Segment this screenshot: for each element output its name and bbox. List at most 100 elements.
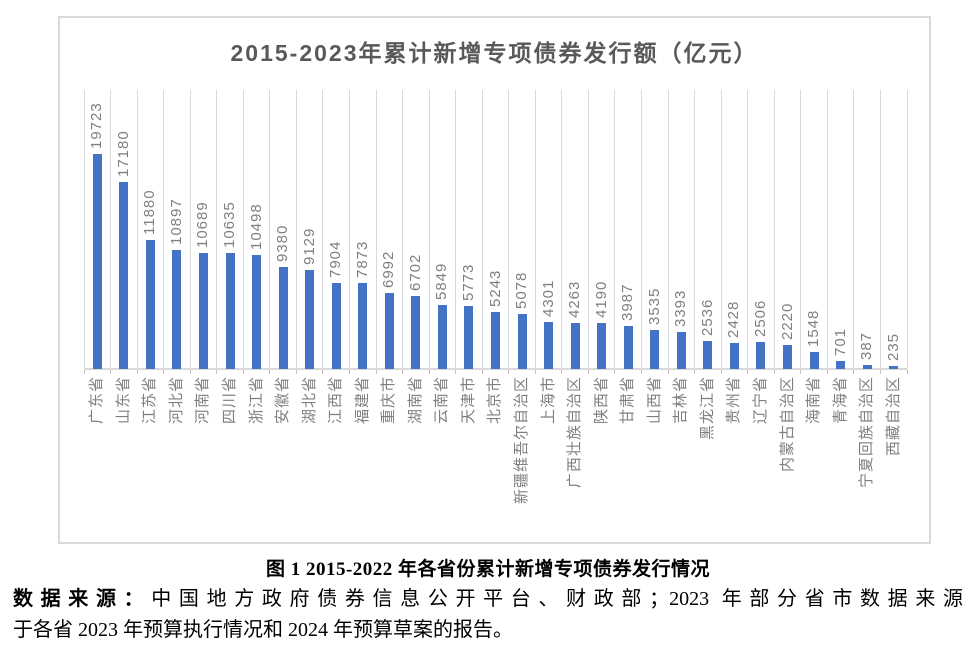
bar [491, 312, 500, 369]
category-label: 山东省 [114, 376, 132, 425]
gridline [720, 90, 722, 369]
tick-mark [561, 370, 563, 374]
gridline [694, 90, 696, 369]
data-source-paragraph: 数据来源：中国地方政府债券信息公开平台、财政部；2023 年部分省市数据来源 于… [13, 584, 963, 646]
chart-frame: 2015-2023年累计新增专项债券发行额（亿元） 19723 广东省 17180 山… [58, 16, 931, 544]
bar-value-label: 6702 [406, 253, 424, 291]
category-label: 四川省 [221, 376, 239, 425]
gridline [534, 90, 536, 369]
category-label: 广东省 [88, 376, 106, 425]
bar-value-label: 5078 [513, 271, 531, 309]
bar-value-label: 3987 [619, 283, 637, 321]
bar [729, 343, 739, 369]
gridline [826, 90, 828, 369]
tick-mark [614, 370, 616, 374]
data-source-text1: 中国地方政府债券信息公开平台、财政部；2023 年部分省市数据来源 [151, 588, 963, 610]
category-label: 甘肃省 [619, 376, 637, 425]
bar [119, 182, 129, 369]
data-source-line1: 数据来源：中国地方政府债券信息公开平台、财政部；2023 年部分省市数据来源 [13, 584, 963, 615]
category-label: 江西省 [327, 376, 345, 425]
tick-mark [402, 370, 404, 374]
bar [411, 296, 421, 369]
bar [145, 240, 155, 369]
gridline [879, 90, 881, 369]
tick-mark [455, 370, 457, 374]
bar [703, 341, 713, 369]
tick-mark [906, 370, 908, 374]
tick-mark [295, 370, 297, 374]
tick-mark [322, 370, 324, 374]
bar [172, 250, 182, 369]
bar [809, 352, 819, 369]
gridline [295, 90, 297, 369]
bar-value-label: 2428 [725, 300, 743, 338]
tick-mark [667, 370, 669, 374]
bar-value-label: 701 [831, 327, 849, 356]
gridline [189, 90, 191, 369]
tick-mark [481, 370, 483, 374]
gridline [508, 90, 510, 369]
bar-value-label: 10689 [194, 201, 212, 248]
tick-mark [508, 370, 510, 374]
category-label: 内蒙古自治区 [778, 376, 796, 473]
bar-value-label: 235 [884, 332, 902, 361]
bar [92, 154, 102, 369]
bar-value-label: 7873 [353, 240, 371, 278]
bar-value-label: 3535 [645, 287, 663, 325]
category-label: 河南省 [194, 376, 212, 425]
figure-caption: 图 1 2015-2022 年各省份累计新增专项债券发行情况 [265, 559, 711, 580]
gridline [83, 90, 85, 369]
tick-mark [375, 370, 377, 374]
bar [384, 293, 394, 369]
tick-mark [747, 370, 749, 374]
bar [305, 270, 315, 369]
gridline [455, 90, 457, 369]
category-label: 青海省 [831, 376, 849, 425]
bar [198, 253, 208, 369]
tick-mark [242, 370, 244, 374]
data-source-label: 数据来源： [13, 588, 152, 610]
bar [278, 267, 288, 369]
gridline [163, 90, 165, 369]
bar [517, 314, 527, 369]
bar-value-label: 10498 [247, 203, 265, 250]
category-label: 浙江省 [247, 376, 265, 425]
gridline [614, 90, 616, 369]
bar-value-label: 19723 [88, 102, 106, 149]
tick-mark [348, 370, 350, 374]
bar-value-label: 7904 [327, 240, 345, 278]
category-label: 福建省 [353, 376, 371, 425]
bar-value-label: 5773 [459, 263, 477, 301]
bar-value-label: 17180 [114, 130, 132, 177]
category-label: 湖南省 [406, 376, 424, 425]
category-label: 江苏省 [141, 376, 159, 425]
category-label: 北京市 [486, 376, 504, 425]
category-label: 重庆市 [380, 376, 398, 425]
gridline [773, 90, 775, 369]
category-label: 贵州省 [725, 376, 743, 425]
category-label: 黑龙江省 [698, 376, 716, 441]
bar [783, 345, 793, 369]
gridline [800, 90, 802, 369]
bar [756, 342, 766, 369]
bar [331, 283, 341, 369]
bar [358, 283, 368, 369]
gridline [136, 90, 138, 369]
gridline [481, 90, 483, 369]
tick-mark [641, 370, 643, 374]
tick-mark [269, 370, 271, 374]
bar-value-label: 11880 [141, 189, 159, 235]
tick-mark [110, 370, 112, 374]
gridline [269, 90, 271, 369]
category-label: 山西省 [645, 376, 663, 425]
bar [650, 330, 660, 369]
plot-area: 19723 广东省 17180 山东省 11880 江苏省 10897 河北省 10689 河南省… [83, 90, 908, 504]
gridline [348, 90, 350, 369]
bar-value-label: 6992 [380, 250, 398, 288]
tick-mark [853, 370, 855, 374]
category-label: 海南省 [805, 376, 823, 425]
gridline [587, 90, 589, 369]
bar [225, 253, 235, 369]
category-label: 广西壮族自治区 [566, 376, 584, 489]
category-label: 西藏自治区 [884, 376, 902, 457]
